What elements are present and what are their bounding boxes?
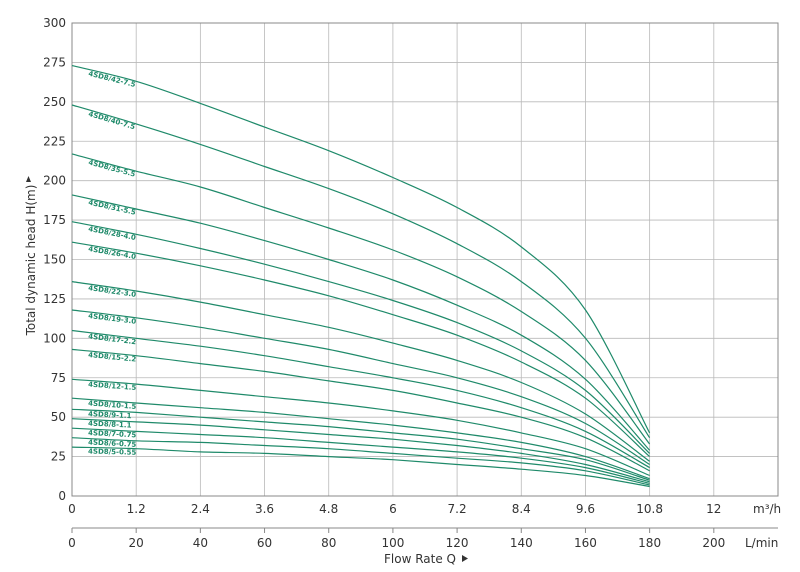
series-lines xyxy=(71,65,651,488)
x-tick-label-m3h: 0 xyxy=(68,502,76,516)
series-label: 4SD8/5-0.55 xyxy=(88,448,137,457)
series-label: 4SD8/7-0.75 xyxy=(88,429,137,439)
x-tick-label-m3h: 6 xyxy=(389,502,397,516)
x-tick-label-lmin: 0 xyxy=(68,536,76,550)
x-tick-label-m3h: 7.2 xyxy=(448,502,467,516)
x-tick-label-lmin: 200 xyxy=(702,536,725,550)
series-label: 4SD8/12-1.5 xyxy=(88,381,137,393)
y-tick-label: 50 xyxy=(51,410,66,424)
x-tick-label-lmin: 100 xyxy=(381,536,404,550)
series-label: 4SD8/6-0.75 xyxy=(88,438,137,448)
y-tick-label: 125 xyxy=(43,292,66,306)
series-line xyxy=(71,281,650,462)
series-label: 4SD8/40-7.5 xyxy=(87,110,136,131)
x-tick-label-lmin: 40 xyxy=(193,536,208,550)
y-tick-label: 200 xyxy=(43,174,66,188)
series-label: 4SD8/19-3.0 xyxy=(88,312,137,326)
series-label: 4SD8/10-1.5 xyxy=(88,399,137,411)
series-line xyxy=(71,378,650,477)
y-tick-label: 0 xyxy=(58,489,66,503)
series-label: 4SD8/8-1.1 xyxy=(88,420,132,430)
y-tick-label: 275 xyxy=(43,55,66,69)
series-label: 4SD8/26-4.0 xyxy=(88,245,137,261)
x-axis-unit-lmin: L/min xyxy=(745,536,778,550)
series-label: 4SD8/31-5.5 xyxy=(88,199,137,217)
y-axis-arrow-icon xyxy=(26,176,31,182)
x-tick-label-m3h: 12 xyxy=(706,502,721,516)
series-line xyxy=(71,241,651,458)
series-label: 4SD8/15-2.2 xyxy=(88,351,137,364)
x-tick-label-m3h: 10.8 xyxy=(636,502,663,516)
x-tick-label-lmin: 140 xyxy=(510,536,533,550)
series-label: 4SD8/35-5.5 xyxy=(88,158,137,178)
series-line xyxy=(71,194,651,451)
x-tick-label-m3h: 9.6 xyxy=(576,502,595,516)
series-line xyxy=(71,329,650,469)
series-line xyxy=(71,418,650,483)
x-tick-label-m3h: 3.6 xyxy=(255,502,274,516)
y-tick-label: 175 xyxy=(43,213,66,227)
series-line xyxy=(71,446,650,488)
y-tick-label: 150 xyxy=(43,253,66,267)
x-tick-label-m3h: 8.4 xyxy=(512,502,531,516)
series-line xyxy=(71,65,651,434)
x-tick-label-lmin: 120 xyxy=(446,536,469,550)
x-axis-unit-m3h: m³/h xyxy=(753,502,781,516)
x-axis-arrow-icon xyxy=(462,555,468,562)
series-line xyxy=(71,348,650,472)
series-line xyxy=(71,408,650,481)
plot-frame xyxy=(71,22,779,497)
y-tick-label: 25 xyxy=(51,450,66,464)
series-line xyxy=(71,153,651,445)
y-tick-label: 225 xyxy=(43,134,66,148)
series-line xyxy=(71,437,650,486)
series-line xyxy=(71,221,651,454)
series-label: 4SD8/28-4.0 xyxy=(88,225,137,242)
x-tick-label-lmin: 160 xyxy=(574,536,597,550)
x-tick-label-m3h: 4.8 xyxy=(319,502,338,516)
y-tick-label: 100 xyxy=(43,331,66,345)
series-line xyxy=(71,397,650,480)
x-tick-label-lmin: 80 xyxy=(321,536,336,550)
x-tick-label-lmin: 20 xyxy=(129,536,144,550)
y-tick-label: 75 xyxy=(51,371,66,385)
x-tick-label-m3h: 1.2 xyxy=(127,502,146,516)
series-labels: 4SD8/42-7.5 4SD8/40-7.5 4SD8/35-5.5 4SD8/31… xyxy=(87,70,136,457)
x-axis-label: Flow Rate Q xyxy=(384,552,456,566)
grid xyxy=(71,22,779,497)
series-label: 4SD8/22-3.0 xyxy=(88,284,137,299)
y-axis-label: Total dynamic head H(m) xyxy=(24,185,38,337)
series-label: 4SD8/17-2.2 xyxy=(88,332,137,346)
x-tick-label-lmin: 180 xyxy=(638,536,661,550)
series-line xyxy=(71,309,650,466)
series-line xyxy=(71,104,651,439)
series-label: 4SD8/9-1.1 xyxy=(88,410,132,420)
y-tick-label: 300 xyxy=(43,16,66,30)
y-tick-label: 250 xyxy=(43,95,66,109)
series-label: 4SD8/42-7.5 xyxy=(88,70,137,89)
x-tick-label-m3h: 2.4 xyxy=(191,502,210,516)
series-line xyxy=(71,427,650,484)
x-tick-label-lmin: 60 xyxy=(257,536,272,550)
